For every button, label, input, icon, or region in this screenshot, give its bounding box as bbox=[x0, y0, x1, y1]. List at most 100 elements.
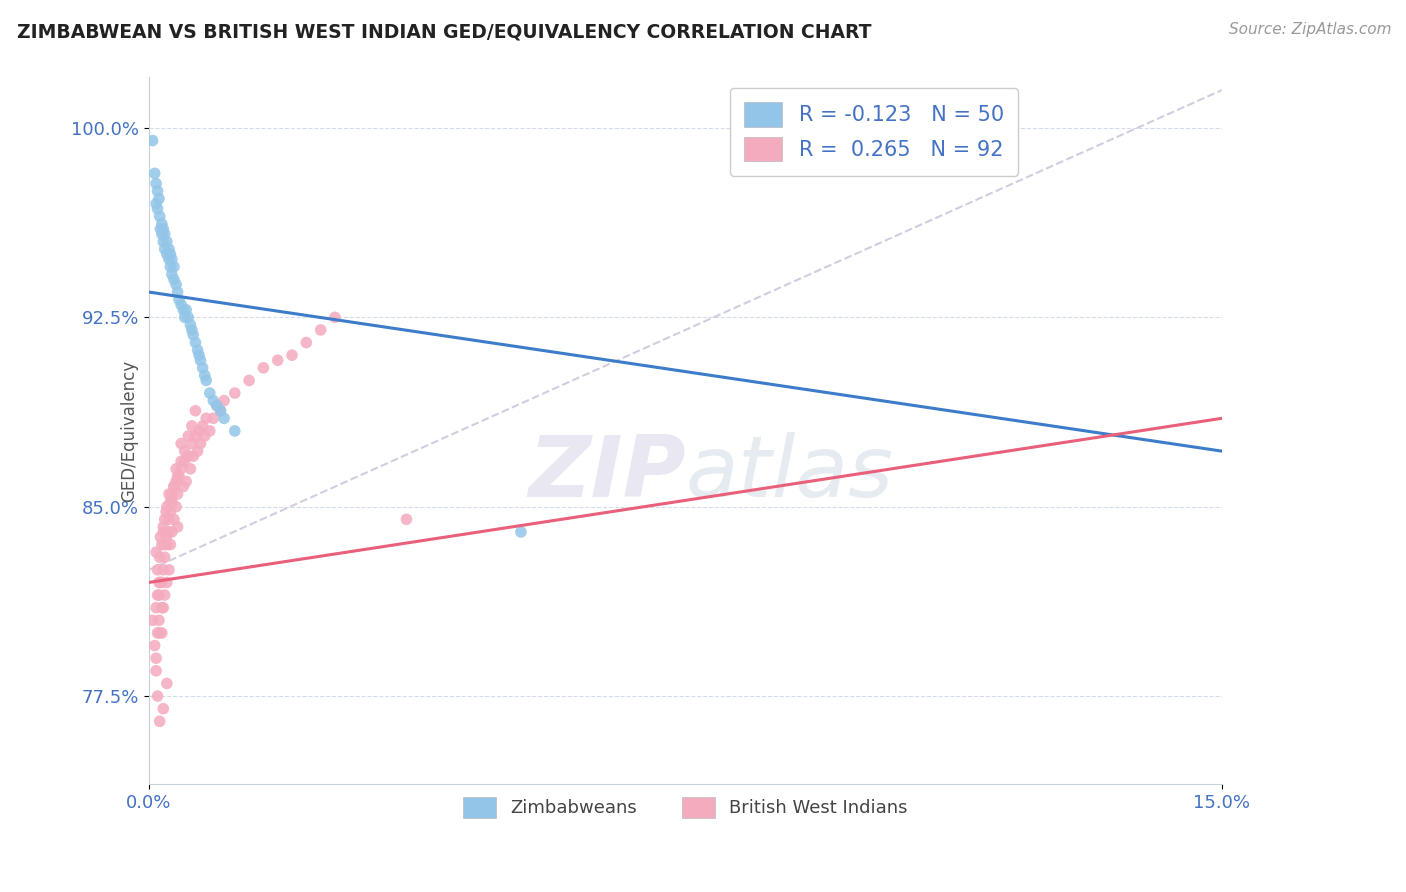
Point bbox=[159, 494, 181, 508]
Point bbox=[163, 260, 186, 274]
Point bbox=[160, 487, 183, 501]
Text: atlas: atlas bbox=[686, 432, 893, 515]
Point bbox=[152, 563, 174, 577]
Point bbox=[166, 469, 188, 483]
Point bbox=[160, 494, 183, 508]
Point bbox=[145, 600, 167, 615]
Point bbox=[184, 335, 207, 350]
Point bbox=[150, 227, 173, 241]
Point bbox=[267, 353, 290, 368]
Point bbox=[156, 575, 179, 590]
Point bbox=[191, 360, 214, 375]
Text: ZIP: ZIP bbox=[527, 432, 686, 515]
Point bbox=[174, 302, 197, 317]
Point bbox=[181, 449, 204, 463]
Point bbox=[191, 418, 214, 433]
Point bbox=[153, 537, 176, 551]
Point bbox=[194, 429, 217, 443]
Point bbox=[194, 368, 217, 383]
Point bbox=[163, 479, 186, 493]
Point bbox=[152, 524, 174, 539]
Point bbox=[146, 202, 169, 216]
Point bbox=[187, 343, 209, 358]
Point bbox=[165, 475, 187, 489]
Point bbox=[150, 626, 173, 640]
Point bbox=[205, 399, 228, 413]
Point bbox=[152, 701, 174, 715]
Point bbox=[172, 302, 194, 317]
Point bbox=[165, 462, 187, 476]
Point bbox=[195, 411, 218, 425]
Point bbox=[149, 626, 172, 640]
Point bbox=[153, 227, 176, 241]
Point bbox=[202, 393, 225, 408]
Point bbox=[148, 192, 170, 206]
Point bbox=[156, 500, 179, 514]
Point bbox=[159, 260, 181, 274]
Point bbox=[177, 449, 200, 463]
Point bbox=[163, 512, 186, 526]
Point bbox=[166, 520, 188, 534]
Point bbox=[152, 600, 174, 615]
Point bbox=[155, 505, 177, 519]
Point bbox=[153, 588, 176, 602]
Point bbox=[141, 134, 163, 148]
Point bbox=[209, 403, 232, 417]
Point bbox=[163, 479, 186, 493]
Legend: Zimbabweans, British West Indians: Zimbabweans, British West Indians bbox=[456, 789, 915, 825]
Point bbox=[173, 454, 195, 468]
Point bbox=[156, 247, 179, 261]
Point bbox=[170, 462, 193, 476]
Point bbox=[146, 184, 169, 198]
Point bbox=[170, 454, 193, 468]
Point bbox=[141, 613, 163, 627]
Point bbox=[509, 524, 531, 539]
Point bbox=[167, 469, 190, 483]
Point bbox=[148, 588, 170, 602]
Point bbox=[143, 639, 166, 653]
Point bbox=[146, 626, 169, 640]
Point bbox=[159, 537, 181, 551]
Point bbox=[145, 651, 167, 665]
Point bbox=[146, 588, 169, 602]
Point bbox=[149, 575, 172, 590]
Point bbox=[180, 418, 202, 433]
Point bbox=[170, 436, 193, 450]
Point bbox=[159, 505, 181, 519]
Point bbox=[181, 328, 204, 343]
Point bbox=[145, 196, 167, 211]
Point bbox=[145, 664, 167, 678]
Point bbox=[165, 277, 187, 292]
Point bbox=[173, 310, 195, 325]
Point bbox=[156, 676, 179, 690]
Point bbox=[157, 487, 180, 501]
Point bbox=[152, 222, 174, 236]
Point bbox=[212, 411, 235, 425]
Point bbox=[160, 524, 183, 539]
Point bbox=[281, 348, 304, 362]
Point bbox=[146, 563, 169, 577]
Point bbox=[188, 424, 211, 438]
Point bbox=[148, 613, 170, 627]
Point bbox=[205, 399, 228, 413]
Point bbox=[149, 550, 172, 565]
Point bbox=[184, 403, 207, 417]
Point bbox=[157, 512, 180, 526]
Point bbox=[238, 373, 260, 387]
Point bbox=[224, 424, 246, 438]
Point bbox=[163, 272, 186, 286]
Point bbox=[395, 512, 418, 526]
Point bbox=[166, 487, 188, 501]
Point bbox=[157, 524, 180, 539]
Point bbox=[309, 323, 332, 337]
Point bbox=[202, 411, 225, 425]
Point bbox=[179, 318, 201, 332]
Point bbox=[179, 462, 201, 476]
Point bbox=[187, 444, 209, 458]
Point bbox=[149, 714, 172, 729]
Point bbox=[160, 268, 183, 282]
Point bbox=[166, 285, 188, 299]
Point bbox=[143, 166, 166, 180]
Point bbox=[180, 323, 202, 337]
Point bbox=[198, 424, 221, 438]
